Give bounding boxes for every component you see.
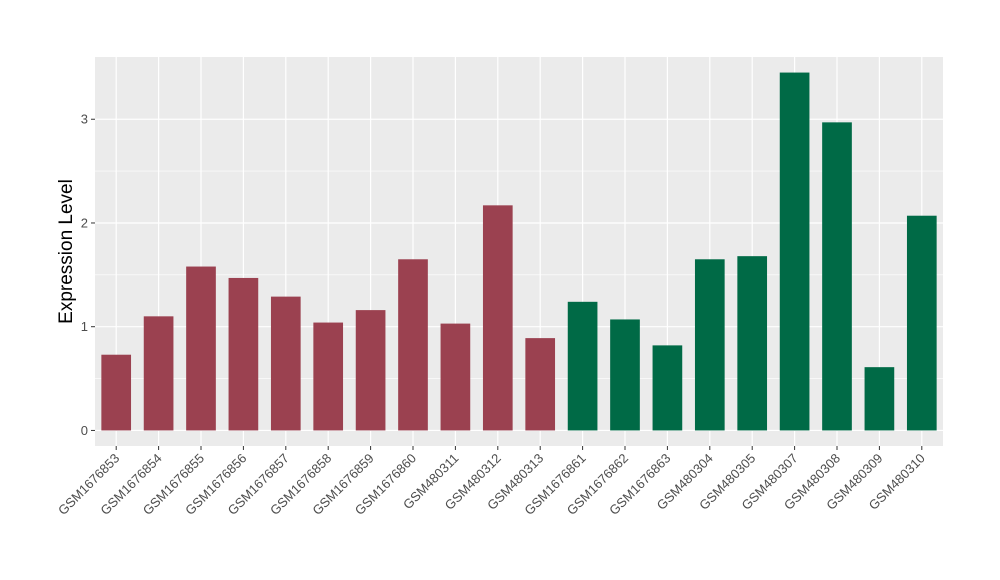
bar-GSM1676853 [101, 354, 132, 431]
bar-GSM1676860 [398, 259, 428, 431]
bar-GSM480304 [694, 259, 725, 431]
bar-GSM480309 [864, 367, 895, 431]
y-tick-label: 3 [81, 112, 88, 127]
y-axis-title: Expression Level [56, 179, 77, 324]
bar-GSM1676863 [652, 345, 683, 431]
bar-GSM480310 [906, 215, 937, 431]
bar-GSM480311 [440, 323, 471, 431]
x-axis: GSM1676853GSM1676854GSM1676855GSM1676856… [55, 446, 928, 518]
y-tick-label: 1 [81, 319, 88, 334]
bar-GSM480305 [737, 256, 768, 431]
plot-panel [95, 57, 943, 446]
bar-GSM1676854 [143, 316, 174, 431]
bar-GSM480307 [779, 72, 810, 431]
y-tick-label: 2 [81, 215, 88, 230]
bar-GSM1676856 [228, 277, 259, 431]
y-tick-label: 0 [81, 423, 88, 438]
bar-GSM1676859 [355, 310, 386, 431]
bar-GSM480308 [822, 122, 852, 431]
bar-GSM480312 [482, 205, 513, 431]
bar-GSM1676855 [186, 266, 216, 431]
bar-GSM1676858 [313, 322, 344, 431]
bar-GSM1676861 [567, 301, 598, 431]
y-axis: 0 1 2 3 [81, 112, 95, 438]
bars [101, 72, 937, 431]
bar-GSM1676857 [270, 296, 301, 431]
bar-GSM480313 [525, 338, 556, 431]
bar-GSM1676862 [610, 319, 640, 431]
